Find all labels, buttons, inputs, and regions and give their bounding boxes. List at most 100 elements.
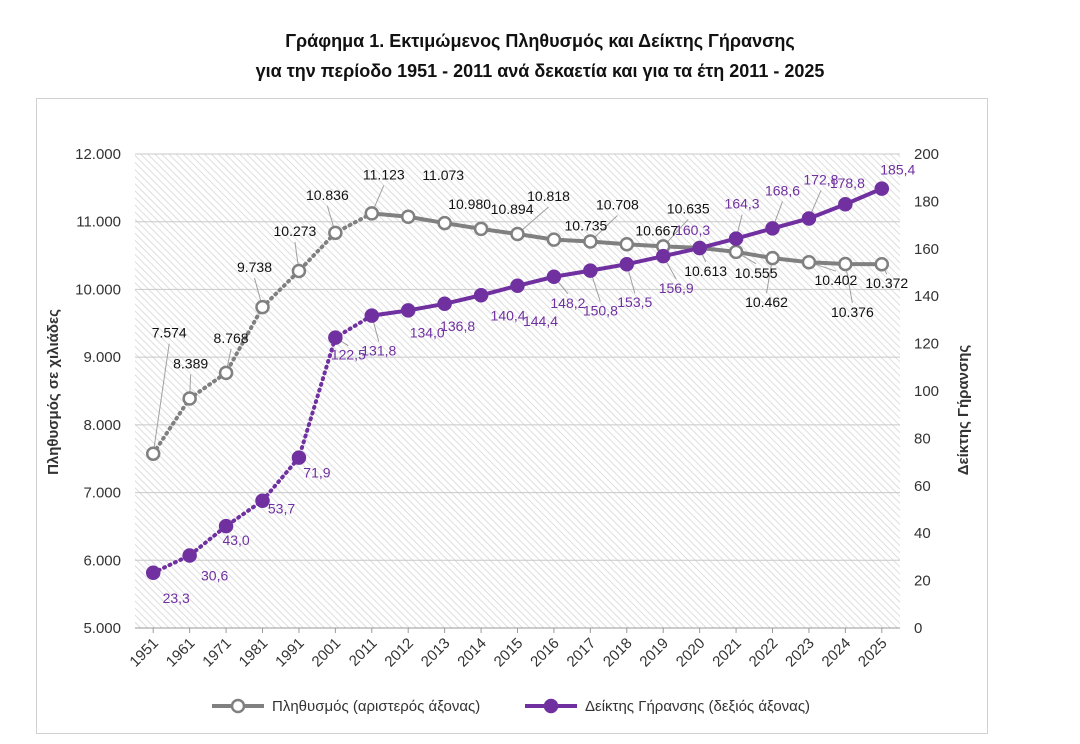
population-point — [291, 263, 307, 279]
x-tick-label: 2015 — [491, 635, 527, 671]
population-data-label: 10.667 — [635, 222, 678, 238]
x-tick-label: 2024 — [819, 635, 855, 671]
ageing-index-point — [801, 211, 817, 226]
ageing-index-data-label: 122,5 — [331, 347, 366, 363]
population-point — [619, 237, 635, 252]
population-point — [546, 232, 562, 247]
y-right-tick-label: 120 — [914, 336, 939, 353]
population-data-label: 10.708 — [596, 196, 639, 212]
ageing-index-point — [291, 450, 307, 465]
population-point — [510, 226, 525, 242]
x-tick-label: 1951 — [126, 635, 162, 671]
population-point — [874, 256, 890, 272]
x-tick-label: 2020 — [673, 635, 709, 671]
population-data-label: 10.376 — [831, 304, 874, 320]
ageing-index-data-label: 136,8 — [440, 318, 475, 334]
ageing-index-point — [400, 303, 416, 318]
ageing-index-data-label: 156,9 — [659, 280, 694, 296]
x-tick-label: 1971 — [199, 635, 235, 671]
y-right-tick-label: 200 — [914, 146, 939, 163]
y-right-tick-label: 140 — [914, 288, 939, 305]
legend-swatch-marker — [543, 698, 559, 714]
ageing-index-data-label: 164,3 — [725, 196, 760, 212]
ageing-index-point — [145, 565, 161, 581]
population-data-label: 10.555 — [735, 265, 778, 281]
ageing-index-data-label: 53,7 — [268, 501, 295, 517]
population-point — [473, 221, 489, 237]
ageing-index-data-label: 153,5 — [617, 294, 652, 310]
ageing-index-point — [255, 493, 270, 508]
ageing-index-data-label: 71,9 — [303, 465, 330, 481]
ageing-index-point — [838, 196, 853, 212]
y-right-tick-label: 160 — [914, 241, 939, 258]
ageing-index-data-label: 131,8 — [361, 343, 396, 359]
population-point — [328, 225, 343, 241]
x-tick-label: 2012 — [381, 635, 417, 671]
data-labels: 7.574 8.389 8.768 9.738 10.273 10.836 11.123 11… — [152, 162, 916, 606]
population-point — [400, 209, 416, 225]
x-tick-label: 2023 — [782, 635, 818, 671]
ageing-index-point — [583, 263, 598, 278]
population-data-label: 10.372 — [865, 275, 908, 291]
ageing-index-data-label: 178,8 — [830, 175, 865, 191]
y-right-tick-label: 20 — [914, 573, 931, 590]
x-tick-label: 2001 — [309, 635, 345, 671]
x-tick-label: 2022 — [746, 635, 782, 671]
ageing-index-data-label: 150,8 — [583, 303, 618, 319]
ageing-index-point — [510, 278, 525, 294]
ageing-index-point — [182, 548, 197, 563]
x-tick-label: 2016 — [527, 635, 563, 671]
ageing-index-point — [437, 296, 452, 312]
ageing-index-data-label: 144,4 — [523, 313, 558, 329]
chart-title-line-2: για την περίοδο 1951 - 2011 ανά δεκαετία… — [255, 61, 825, 81]
x-tick-label: 1991 — [272, 635, 308, 671]
population-data-label: 10.735 — [565, 218, 608, 234]
x-tick-label: 2013 — [418, 635, 454, 671]
ageing-index-point — [546, 269, 562, 285]
x-tick-label: 2014 — [454, 635, 490, 671]
population-data-label: 10.818 — [527, 188, 570, 204]
population-point — [364, 206, 380, 221]
x-tick-label: 2018 — [600, 635, 636, 671]
population-data-label: 10.613 — [684, 263, 727, 279]
x-tick-label: 2019 — [636, 635, 672, 671]
ageing-index-data-label: 140,4 — [491, 307, 526, 323]
y-left-tick-label: 12.000 — [75, 146, 121, 163]
population-data-label: 9.738 — [237, 259, 272, 275]
ageing-index-data-label: 30,6 — [201, 567, 228, 583]
ageing-index-point — [364, 308, 380, 323]
ageing-index-data-label: 134,0 — [410, 324, 445, 340]
population-data-label: 8.768 — [214, 330, 249, 346]
x-tick-label: 2021 — [709, 635, 745, 671]
series-points — [145, 181, 890, 581]
ageing-index-data-label: 172,8 — [803, 171, 838, 187]
ageing-index-point — [218, 518, 234, 534]
ageing-index-point — [692, 240, 707, 256]
legend-swatch-marker — [230, 698, 246, 714]
x-tick-label: 1981 — [236, 635, 272, 671]
ageing-index-data-label: 185,4 — [880, 162, 915, 178]
chart-frame — [36, 98, 988, 734]
population-point — [437, 215, 452, 231]
population-point — [801, 254, 817, 270]
y-right-tick-label: 60 — [914, 478, 931, 495]
population-point — [218, 365, 234, 381]
y-right-tick-label: 80 — [914, 430, 931, 447]
ageing-index-point — [473, 288, 489, 303]
population-point — [765, 250, 780, 266]
x-tick-label: 2025 — [855, 635, 891, 671]
ageing-index-data-label: 168,6 — [765, 182, 800, 198]
population-point — [728, 244, 744, 260]
population-data-label: 10.635 — [667, 200, 710, 216]
legend-entry: Πληθυσμός (αριστερός άξονας) — [272, 698, 480, 715]
x-tick-label: 2011 — [346, 635, 381, 670]
y-left-axis-title: Πληθυσμός σε χιλιάδες — [45, 309, 62, 475]
x-tick-label: 2017 — [564, 635, 600, 671]
y-right-tick-label: 180 — [914, 193, 939, 210]
population-data-label: 10.980 — [448, 196, 491, 212]
ageing-index-point — [874, 181, 890, 196]
y-left-tick-label: 7.000 — [83, 485, 121, 502]
legend: Πληθυσμός (αριστερός άξονας) Δείκτης Γήρα… — [212, 698, 810, 715]
y-right-tick-label: 0 — [914, 620, 922, 637]
population-data-label: 10.402 — [815, 272, 858, 288]
